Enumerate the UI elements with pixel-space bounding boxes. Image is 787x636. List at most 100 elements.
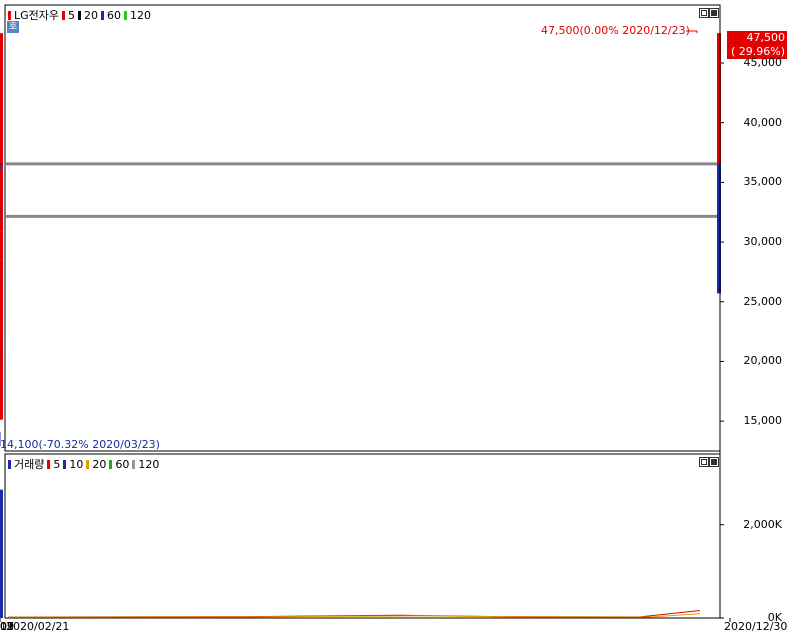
legend-vma10: 10 [69, 457, 84, 471]
candle-body-2020-05-28 [0, 345, 3, 347]
x-tick-label: 05 [0, 620, 14, 633]
price-restore-button[interactable] [699, 8, 709, 18]
candle-body-2020-05-25 [0, 350, 3, 352]
current-price-value: 47,500 [746, 31, 786, 44]
candle-body-2020-04-01 [0, 391, 3, 395]
current-price-change: ( 29.96%) [730, 45, 785, 58]
price-legend: LG전자우 5 20 60 120 [8, 8, 151, 22]
candle-body-2020-07-03 [0, 293, 3, 300]
legend-vma5: 5 [53, 457, 61, 471]
candle-body-2020-04-13 [0, 353, 3, 362]
current-change-bar-down [717, 163, 721, 294]
price-ytick-label: 15,000 [743, 414, 783, 428]
volume-title: 거래량 [14, 458, 45, 471]
candle-body-2020-12-23 [0, 33, 3, 164]
candle-body-2020-05-26 [0, 345, 3, 351]
legend-swatch-ma120 [124, 10, 128, 20]
legend-ma5: 5 [68, 8, 76, 22]
volume-pane [0, 453, 724, 619]
legend-swatch-ma5 [62, 10, 66, 20]
volume-ytick-label: 0K [767, 611, 782, 624]
legend-swatch-vma5 [47, 459, 51, 469]
candle-body-2020-07-15 [0, 276, 3, 278]
price-ytick-label: 40,000 [743, 115, 783, 129]
candle-body-2020-07-30 [0, 268, 3, 277]
price-ytick-label: 30,000 [743, 235, 783, 249]
candle-body-2020-03-26 [0, 409, 3, 414]
candle-body-2020-05-29 [0, 340, 3, 346]
legend-swatch-vma60 [109, 459, 113, 469]
x-tick-label: 09 [0, 620, 14, 633]
price-ytick-label: 25,000 [743, 294, 783, 308]
candle-body-2020-12-02 [0, 184, 3, 197]
candle-body-2020-06-04 [0, 321, 3, 329]
legend-swatch-volume [8, 459, 11, 469]
candle-body-2020-03-25 [0, 413, 3, 419]
x-tick-label: 2020/02/21 [6, 620, 70, 633]
candle-body-2020-08-04 [0, 259, 3, 269]
volume-bars [0, 489, 3, 618]
candle-body-2020-04-07 [0, 379, 3, 382]
legend-swatch-vma10 [63, 459, 67, 469]
volume-legend: 거래량 5 10 20 60 120 [8, 457, 159, 471]
candle-body-2020-05-31 [0, 337, 3, 341]
legend-swatch-vma20 [86, 459, 90, 469]
current-change-bar-up [717, 33, 721, 164]
legend-swatch-stock [8, 10, 11, 20]
volume-restore-button[interactable] [699, 457, 709, 467]
stock-name: LG전자우 [14, 9, 60, 22]
candle-body-2020-07-13 [0, 277, 3, 285]
candle-body-2020-12-08 [0, 168, 3, 170]
volume-ma20-line [7, 613, 701, 618]
current-price-box: 47,500 ( 29.96%) [727, 31, 787, 59]
order-badge[interactable]: 호 [7, 21, 19, 33]
legend-vma20: 20 [92, 457, 107, 471]
candle-body-2020-11-28 [0, 191, 3, 207]
candle-body-2020-04-08 [0, 373, 3, 380]
candle-body-2020-03-28 [0, 401, 3, 410]
price-pane [0, 4, 724, 452]
candle-body-2020-04-05 [0, 381, 3, 383]
candle-body-2020-04-04 [0, 381, 3, 388]
x-tick-label: 11 [0, 620, 14, 633]
volume-frame [4, 453, 721, 619]
candle-body-2020-03-23 [0, 418, 3, 420]
high-annotation: 47,500(0.00% 2020/12/23) [541, 24, 690, 37]
x-tick-label: 2020/12/30 [724, 620, 787, 633]
price-maximize-button[interactable] [709, 8, 719, 18]
candle-body-2020-06-05 [0, 313, 3, 322]
price-frame [4, 4, 721, 452]
candle-body-2020-11-03 [0, 208, 3, 212]
candle-body-2020-12-05 [0, 176, 3, 188]
candle-body-2020-12-07 [0, 168, 3, 177]
legend-vma120: 120 [138, 457, 160, 471]
legend-ma120: 120 [130, 8, 152, 22]
volume-maximize-button[interactable] [709, 457, 719, 467]
price-ytick-label: 20,000 [743, 354, 783, 368]
legend-swatch-ma60 [101, 10, 105, 20]
candles [0, 33, 3, 421]
volume-ytick-label: 2,000K [743, 517, 782, 531]
candle-body-2020-04-10 [0, 369, 3, 374]
legend-ma60: 60 [107, 8, 122, 22]
x-tick-label: 07 [0, 620, 14, 633]
legend-swatch-ma20 [78, 10, 82, 20]
candle-body-2020-07-12 [0, 284, 3, 287]
legend-ma20: 20 [84, 8, 99, 22]
candle-body-2020-06-01 [0, 333, 3, 338]
candle-body-2020-06-07 [0, 301, 3, 314]
candle-body-2020-05-23 [0, 351, 3, 354]
candle-body-2020-08-05 [0, 231, 3, 260]
volume-bar-2020-12-23 [0, 489, 3, 618]
legend-swatch-vma120 [132, 459, 136, 469]
price-ytick-label: 45,000 [743, 55, 783, 69]
candle-body-2020-04-11 [0, 361, 3, 370]
candle-body-2020-07-06 [0, 286, 3, 290]
candle-body-2020-06-02 [0, 328, 3, 334]
candle-body-2020-08-02 [0, 268, 3, 272]
legend-vma60: 60 [115, 457, 130, 471]
candle-body-2020-07-04 [0, 289, 3, 294]
candle-body-2020-03-29 [0, 393, 3, 402]
price-ytick-label: 35,000 [743, 175, 783, 189]
